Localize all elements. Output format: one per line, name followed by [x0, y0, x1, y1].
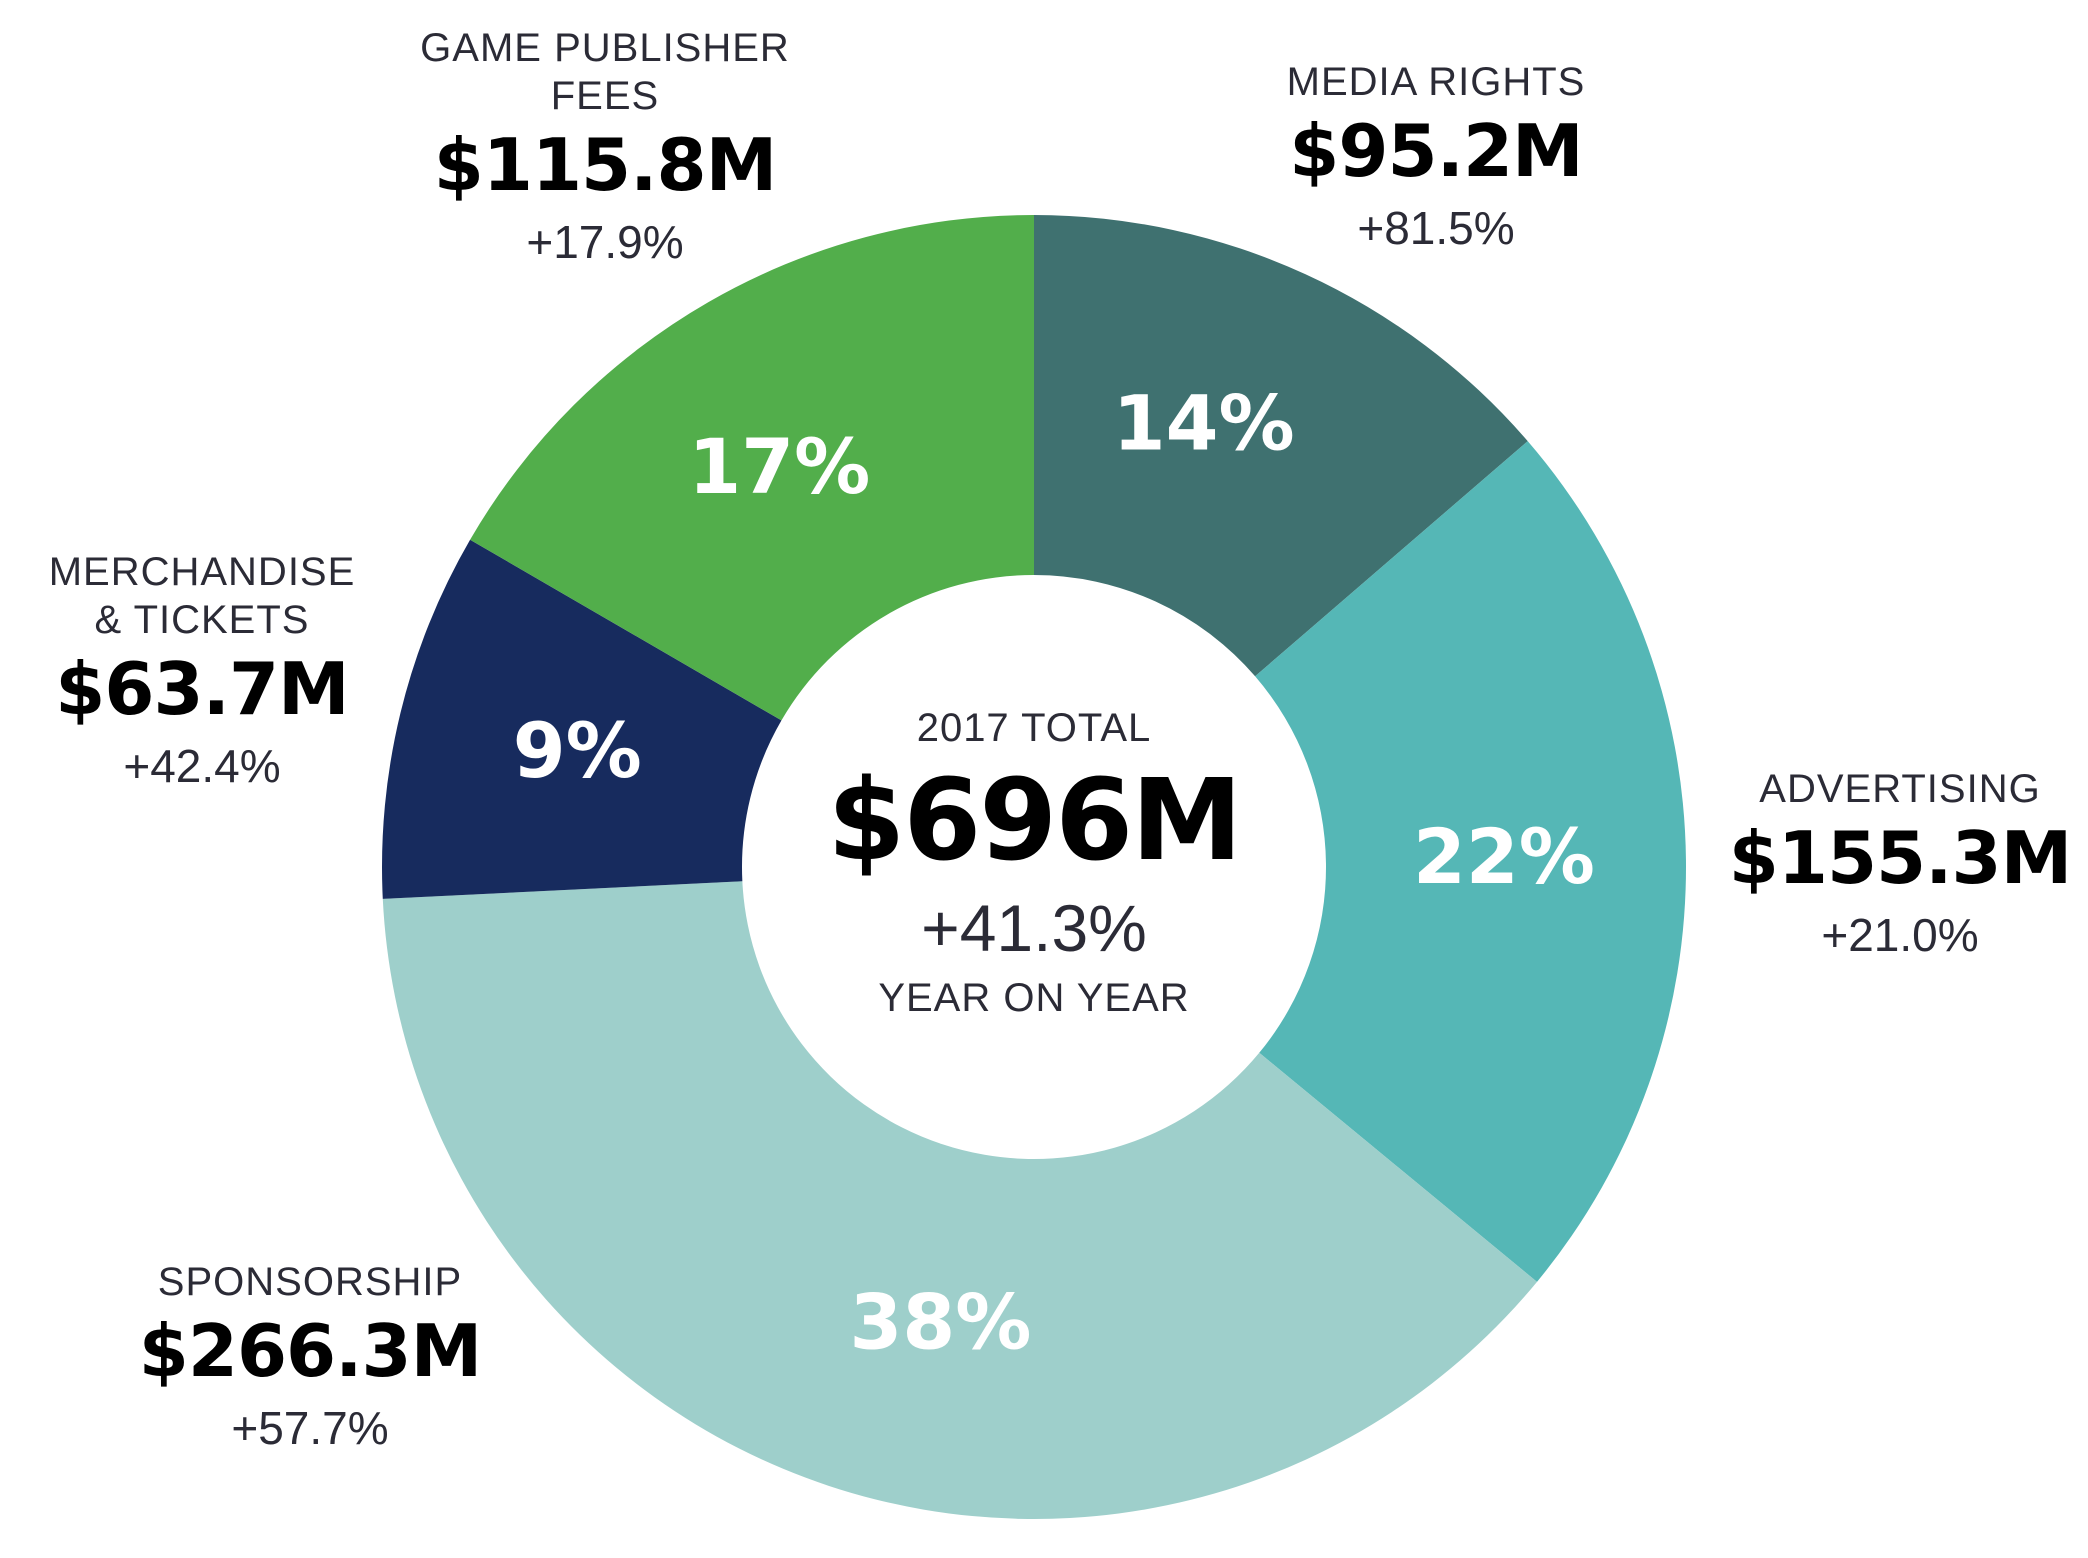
segment-share-label: 22%	[1413, 812, 1595, 901]
callout-name-line1: MERCHANDISE	[48, 550, 356, 594]
donut-segments	[382, 215, 1686, 1519]
callout-change: +42.4%	[123, 740, 281, 792]
donut-segment-sponsorship	[382, 881, 1538, 1519]
segment-share-label: 17%	[688, 422, 870, 511]
donut-segment-advertising	[1255, 441, 1686, 1282]
center-title: 2017 TOTAL	[916, 706, 1152, 750]
callout-game-publisher-fees: GAME PUBLISHER FEES $115.8M +17.9%	[420, 24, 790, 274]
callout-change: +17.9%	[526, 216, 684, 268]
callout-change: +81.5%	[1357, 202, 1515, 254]
callout-change: +21.0%	[1821, 909, 1979, 961]
callout-name: SPONSORSHIP	[157, 1260, 463, 1304]
center-subtitle: YEAR ON YEAR	[878, 976, 1190, 1020]
callout-value: $266.3M	[138, 1309, 482, 1393]
donut-segment-merchandise-tickets	[382, 539, 782, 899]
callout-name: ADVERTISING	[1759, 767, 2041, 811]
callout-value: $155.3M	[1728, 816, 2072, 900]
callout-value: $63.7M	[55, 647, 349, 731]
callout-value: $95.2M	[1289, 109, 1583, 193]
segment-share-label: 14%	[1113, 379, 1295, 468]
callout-name-line2: FEES	[550, 74, 660, 118]
callout-name-line2: & TICKETS	[94, 598, 310, 642]
callout-name-line1: GAME PUBLISHER	[420, 26, 790, 70]
callout-media-rights: MEDIA RIGHTS $95.2M +81.5%	[1287, 58, 1586, 260]
segment-share-label: 38%	[850, 1278, 1032, 1367]
donut-segment-media-rights	[1034, 215, 1528, 677]
callout-name: MEDIA RIGHTS	[1286, 60, 1586, 104]
callout-value: $115.8M	[433, 123, 777, 207]
callout-sponsorship: SPONSORSHIP $266.3M +57.7%	[139, 1258, 482, 1460]
donut-segment-game-publisher-fees	[470, 215, 1035, 721]
segment-share-labels: 14% 22% 38% 9% 17%	[513, 379, 1595, 1367]
callout-change: +57.7%	[231, 1402, 389, 1454]
center-total: 2017 TOTAL $696M +41.3% YEAR ON YEAR	[827, 700, 1242, 1026]
callout-merchandise-tickets: MERCHANDISE & TICKETS $63.7M +42.4%	[49, 548, 356, 798]
callout-advertising: ADVERTISING $155.3M +21.0%	[1729, 765, 2072, 967]
segment-share-label: 9%	[513, 706, 642, 795]
center-change: +41.3%	[921, 891, 1147, 965]
center-total-value: $696M	[827, 756, 1242, 886]
